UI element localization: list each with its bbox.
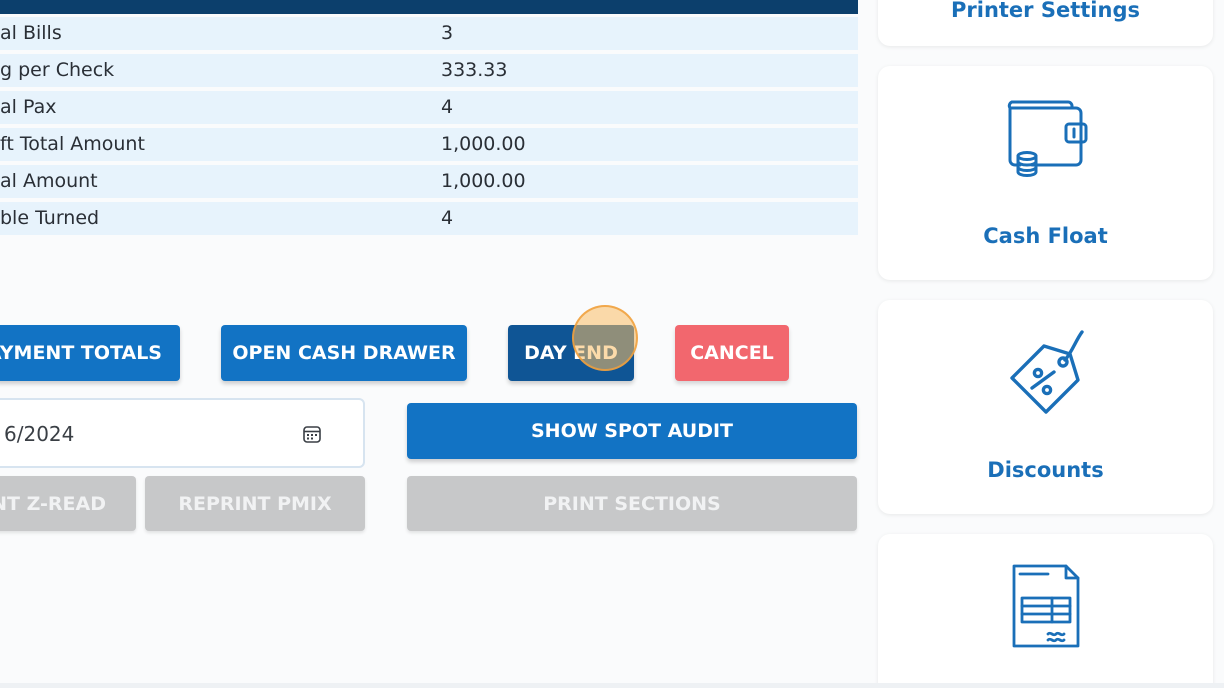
- table-row: al Amount 1,000.00: [0, 165, 858, 198]
- row-value: 333.33: [441, 59, 508, 81]
- payment-totals-button[interactable]: AYMENT TOTALS: [0, 325, 180, 381]
- date-value: 6/2024: [4, 422, 75, 446]
- row-label: al Pax: [0, 96, 57, 118]
- printer-settings-card[interactable]: Printer Settings: [878, 0, 1213, 46]
- receipt-icon: [1012, 564, 1080, 648]
- row-value: 1,000.00: [441, 133, 526, 155]
- row-label: ft Total Amount: [0, 133, 145, 155]
- calendar-icon[interactable]: [302, 424, 322, 444]
- show-spot-audit-button[interactable]: SHOW SPOT AUDIT: [407, 403, 857, 459]
- day-end-button[interactable]: DAY END: [508, 325, 634, 381]
- row-label: al Bills: [0, 22, 62, 44]
- row-value: 4: [441, 207, 454, 229]
- table-header-bar: [0, 0, 858, 14]
- cancel-button[interactable]: CANCEL: [675, 325, 789, 381]
- printer-settings-label: Printer Settings: [951, 0, 1140, 22]
- table-row: g per Check 333.33: [0, 54, 858, 87]
- print-sections-button[interactable]: PRINT SECTIONS: [407, 476, 857, 531]
- bottom-strip: [0, 683, 1224, 688]
- row-label: ble Turned: [0, 207, 100, 229]
- row-value: 4: [441, 96, 454, 118]
- discounts-label: Discounts: [987, 458, 1104, 482]
- table-row: al Pax 4: [0, 91, 858, 124]
- row-value: 3: [441, 22, 454, 44]
- cash-float-card[interactable]: Cash Float: [878, 66, 1213, 280]
- receipt-card[interactable]: [878, 534, 1213, 688]
- date-field[interactable]: 6/2024: [0, 398, 365, 468]
- table-row: ble Turned 4: [0, 202, 858, 235]
- summary-table: al Bills 3 g per Check 333.33 al Pax 4 f…: [0, 17, 858, 239]
- table-row: ft Total Amount 1,000.00: [0, 128, 858, 161]
- table-row: al Bills 3: [0, 17, 858, 50]
- row-label: g per Check: [0, 59, 115, 81]
- discounts-card[interactable]: Discounts: [878, 300, 1213, 514]
- wallet-coins-icon: [1007, 100, 1088, 177]
- discount-tag-icon: [1010, 330, 1084, 414]
- open-cash-drawer-button[interactable]: OPEN CASH DRAWER: [221, 325, 467, 381]
- reprint-pmix-button[interactable]: REPRINT PMIX: [145, 476, 365, 531]
- reprint-zread-button[interactable]: NT Z-READ: [0, 476, 136, 531]
- cash-float-label: Cash Float: [983, 224, 1108, 248]
- row-value: 1,000.00: [441, 170, 526, 192]
- row-label: al Amount: [0, 170, 98, 192]
